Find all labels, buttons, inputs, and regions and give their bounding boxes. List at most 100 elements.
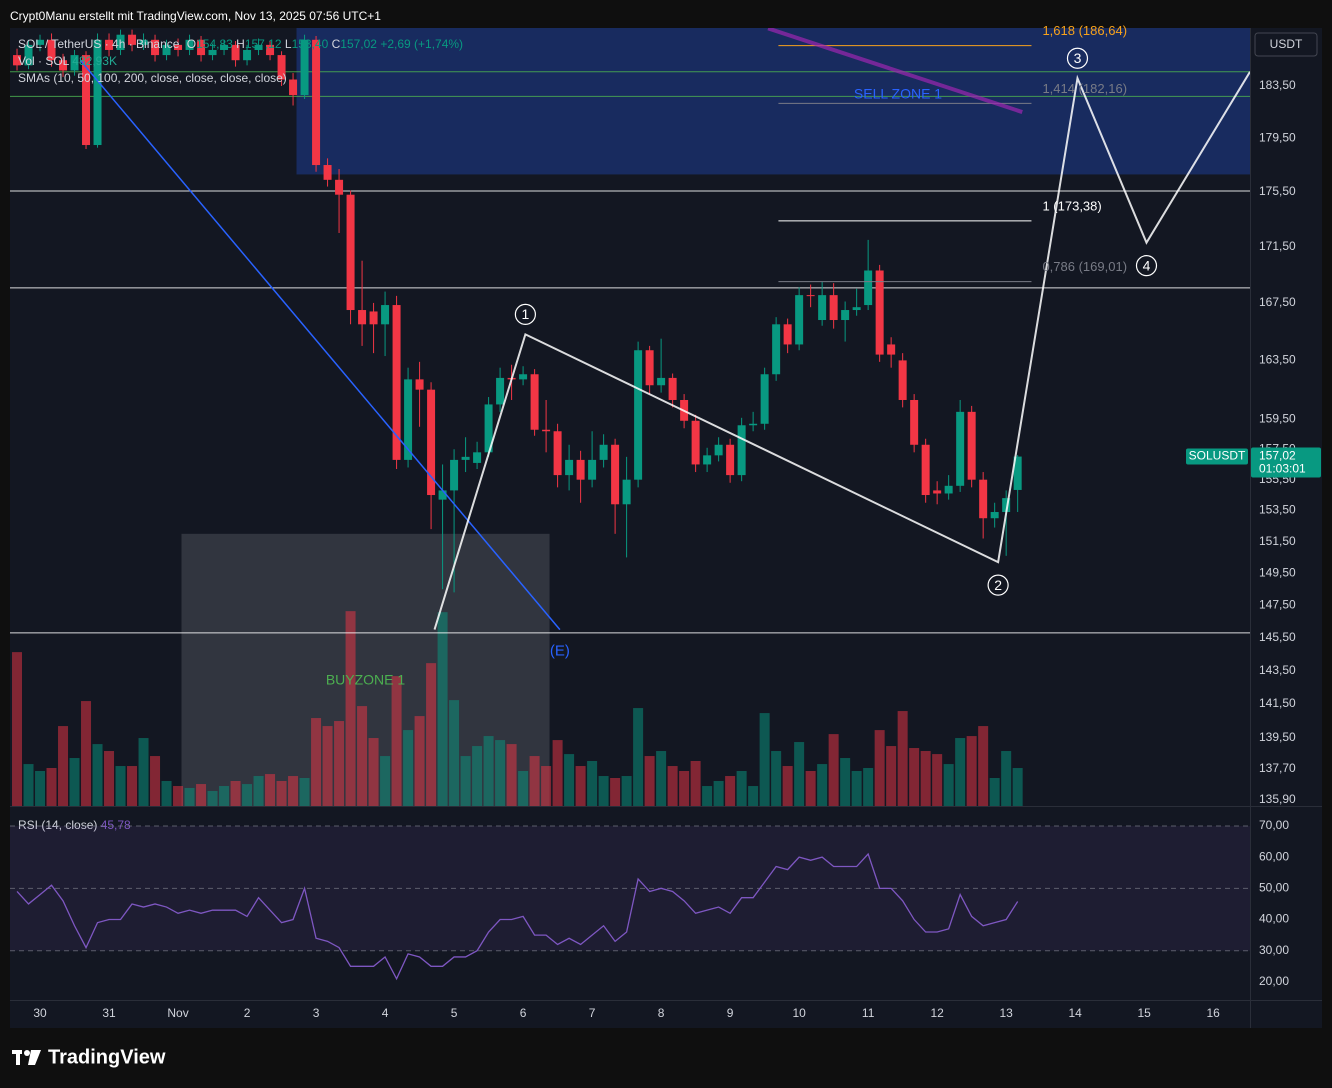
legend-key: H xyxy=(236,37,245,51)
candle-body xyxy=(634,350,643,480)
price-tag-value: 157,02 xyxy=(1259,449,1296,463)
volume-bar xyxy=(886,746,897,806)
y-tick-label: 145,50 xyxy=(1259,630,1296,644)
y-tick-label: 183,50 xyxy=(1259,78,1296,92)
candle-body xyxy=(714,444,723,456)
candle-body xyxy=(979,479,988,519)
y-tick-label: 167,50 xyxy=(1259,295,1296,309)
wave-label: 4 xyxy=(1143,257,1151,273)
volume-bar xyxy=(184,787,195,806)
rsi-tick-label: 40,00 xyxy=(1259,912,1289,926)
purple_line xyxy=(767,28,1023,114)
symbol-tag xyxy=(1186,448,1248,465)
currency-button-label[interactable]: USDT xyxy=(1270,37,1303,51)
volume-bar xyxy=(989,777,1000,806)
volume-bar xyxy=(380,756,391,806)
y-tick-label: 149,50 xyxy=(1259,565,1296,579)
x-tick-label: 6 xyxy=(520,1006,527,1020)
wave-label: 1 xyxy=(521,306,529,322)
candle-body xyxy=(944,485,953,494)
y-tick-label: 151,50 xyxy=(1259,534,1296,548)
volume-bar xyxy=(46,768,57,806)
candle-body xyxy=(622,479,631,505)
candle-body xyxy=(151,39,160,56)
candle-body xyxy=(829,295,838,321)
volume-bar xyxy=(920,751,931,806)
candle-body xyxy=(116,34,125,50)
x-tick-label: 8 xyxy=(658,1006,665,1020)
legend-key: L xyxy=(285,37,292,51)
rsi-tick-label: 70,00 xyxy=(1259,818,1289,832)
header: Crypt0Manu erstellt mit TradingView.com,… xyxy=(10,9,381,23)
volume-bar xyxy=(357,706,368,806)
x-tick-label: Nov xyxy=(167,1006,188,1020)
candle-body xyxy=(105,39,114,50)
volume-bar xyxy=(610,777,621,806)
volume-bar xyxy=(242,784,253,806)
rsi-tick-label: 60,00 xyxy=(1259,849,1289,863)
volume-bar xyxy=(978,726,989,806)
legend-value: 157,12 xyxy=(245,37,282,51)
volume-bar xyxy=(1012,768,1023,806)
volume-bar xyxy=(460,756,471,806)
wave-label-circle xyxy=(514,303,536,325)
volume-bar xyxy=(667,766,678,806)
wave-label-circle xyxy=(987,574,1009,596)
price-tag xyxy=(1251,447,1321,478)
x-tick-label: 13 xyxy=(999,1006,1013,1020)
candle-body xyxy=(93,39,102,146)
legend-rsi: RSI (14, close) 45,78 xyxy=(18,818,131,832)
candle-body xyxy=(530,374,539,430)
logo-mark xyxy=(28,1050,41,1065)
volume-bar xyxy=(966,736,977,806)
candle-body xyxy=(772,324,781,375)
volume-bar xyxy=(12,652,23,806)
x-tick-label: 2 xyxy=(244,1006,251,1020)
volume-bar xyxy=(817,764,828,806)
candle-body xyxy=(542,429,551,432)
candle-body xyxy=(47,39,56,61)
volume-bar xyxy=(322,726,333,806)
candle-body xyxy=(737,425,746,476)
candle-body xyxy=(795,295,804,345)
candle-body xyxy=(128,34,137,45)
legend-symbol: SOL / TetherUS · 4h · Binance xyxy=(18,37,180,51)
logo-mark xyxy=(16,1050,20,1065)
volume-bar xyxy=(276,780,287,806)
volume-bar xyxy=(207,790,218,806)
volume-bar xyxy=(690,761,701,806)
rsi-tick-label: 50,00 xyxy=(1259,881,1289,895)
candle-body xyxy=(875,270,884,355)
x-tick-label: 14 xyxy=(1068,1006,1082,1020)
y-tick-label: 179,50 xyxy=(1259,131,1296,145)
plot xyxy=(10,28,1250,806)
candle-body xyxy=(703,455,712,465)
volume-bar xyxy=(426,663,437,806)
logo-text: TradingView xyxy=(48,1046,166,1068)
candle-body xyxy=(162,44,171,56)
volume-bar xyxy=(173,786,184,806)
volume-bar xyxy=(851,770,862,806)
sell-zone-label: SELL ZONE 1 xyxy=(854,86,942,102)
legend-main: SOL / TetherUS · 4h · Binance O154,83 H1… xyxy=(18,37,463,51)
buy-zone-label: BUYZONE 1 xyxy=(326,672,406,688)
x-tick-label: 12 xyxy=(930,1006,944,1020)
candle-body xyxy=(611,444,620,505)
x-tick-label: 11 xyxy=(862,1006,875,1020)
volume-bar xyxy=(564,754,575,806)
volume-bar xyxy=(127,766,138,806)
candle-body xyxy=(1002,498,1011,513)
volume-bar xyxy=(621,776,632,806)
volume-bar xyxy=(679,770,690,806)
rsi-line xyxy=(16,852,1019,981)
overlay: 183,50 179,50 175,50 171,50 167,50 163,50 159,… xyxy=(33,23,1321,1020)
currency-button[interactable] xyxy=(1254,32,1318,57)
candle-body xyxy=(599,444,608,460)
x-tick-label: 4 xyxy=(382,1006,389,1020)
candle-body xyxy=(749,423,758,426)
volume-bar xyxy=(299,777,310,806)
volume-bar xyxy=(587,761,598,806)
candle-body xyxy=(760,374,769,424)
volume-bar xyxy=(897,711,908,806)
